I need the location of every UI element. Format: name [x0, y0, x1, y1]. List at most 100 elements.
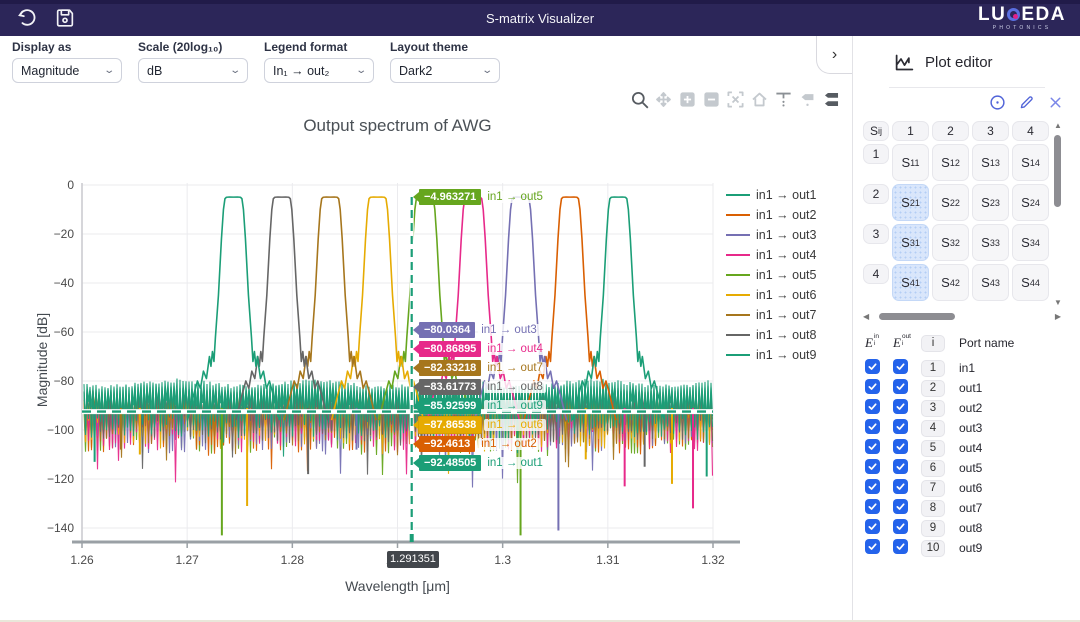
- zoom-out-icon[interactable]: [702, 90, 721, 109]
- svg-text:−100: −100: [47, 423, 74, 437]
- matrix-vertical-scrollbar[interactable]: ▲ ▼: [1053, 121, 1063, 307]
- dropdown-select[interactable]: dB ⌄: [138, 58, 248, 83]
- legend-swatch: [726, 354, 750, 356]
- legend-item[interactable]: in1 → out2: [726, 205, 816, 225]
- ein-checkbox[interactable]: [865, 399, 880, 414]
- legend-item[interactable]: in1 → out9: [726, 345, 816, 365]
- smatrix-cell-S12[interactable]: S 12: [932, 144, 969, 181]
- matrix-col-header-3[interactable]: 3: [972, 121, 1009, 141]
- legend-item[interactable]: in1 → out6: [726, 285, 816, 305]
- smatrix-cell-S13[interactable]: S 13: [972, 144, 1009, 181]
- luceda-c-icon: [1007, 8, 1021, 21]
- smatrix-cell-S44[interactable]: S 44: [1012, 264, 1049, 301]
- edit-pencil-icon[interactable]: [1018, 94, 1035, 111]
- reset-axes-icon[interactable]: [750, 90, 769, 109]
- zoom-icon[interactable]: [630, 90, 649, 109]
- port-name: out8: [959, 521, 983, 535]
- matrix-row-header-3[interactable]: 3: [863, 224, 889, 244]
- ein-checkbox[interactable]: [865, 499, 880, 514]
- eout-checkbox[interactable]: [893, 399, 908, 414]
- smatrix-cell-S22[interactable]: S 22: [932, 184, 969, 221]
- legend-label: in1 → out3: [756, 228, 817, 242]
- dropdown-select[interactable]: Dark2 ⌄: [390, 58, 500, 83]
- ein-checkbox[interactable]: [865, 439, 880, 454]
- port-row: 3 out2: [865, 398, 982, 418]
- svg-text:−140: −140: [47, 521, 74, 535]
- collapse-sidebar-button[interactable]: ›: [816, 36, 852, 74]
- scroll-right-icon[interactable]: ▶: [1054, 312, 1061, 321]
- save-icon[interactable]: [54, 7, 76, 29]
- matrix-row-header-1[interactable]: 1: [863, 144, 889, 164]
- smatrix-cell-S33[interactable]: S 33: [972, 224, 1009, 261]
- eout-checkbox[interactable]: [893, 379, 908, 394]
- legend-item[interactable]: in1 → out4: [726, 245, 816, 265]
- port-index: 3: [921, 399, 945, 417]
- smatrix-cell-S11[interactable]: S 11: [892, 144, 929, 181]
- smatrix-cell-S41[interactable]: S 41: [892, 264, 929, 301]
- smatrix-cell-S42[interactable]: S 42: [932, 264, 969, 301]
- svg-text:1.32: 1.32: [701, 553, 725, 567]
- port-index: 8: [921, 499, 945, 517]
- dropdown-select[interactable]: In₁ → out₂ ⌄: [264, 58, 374, 83]
- legend-item[interactable]: in1 → out3: [726, 225, 816, 245]
- smatrix-cell-S31[interactable]: S 31: [892, 224, 929, 261]
- matrix-col-header-1[interactable]: 1: [892, 121, 929, 141]
- ein-checkbox[interactable]: [865, 539, 880, 554]
- port-index: 2: [921, 379, 945, 397]
- x-axis-title: Wavelength [μm]: [345, 578, 450, 594]
- scroll-left-icon[interactable]: ◀: [863, 312, 870, 321]
- smatrix-cell-S14[interactable]: S 14: [1012, 144, 1049, 181]
- legend-label: in1 → out1: [756, 188, 817, 202]
- smatrix-cell-S34[interactable]: S 34: [1012, 224, 1049, 261]
- matrix-horizontal-scrollbar[interactable]: ◀ ▶: [863, 312, 1061, 322]
- legend-item[interactable]: in1 → out7: [726, 305, 816, 325]
- eout-checkbox[interactable]: [893, 479, 908, 494]
- ein-checkbox[interactable]: [865, 519, 880, 534]
- eout-checkbox[interactable]: [893, 499, 908, 514]
- legend-swatch: [726, 194, 750, 196]
- hover-compare-icon[interactable]: [822, 90, 841, 109]
- eout-checkbox[interactable]: [893, 459, 908, 474]
- ein-checkbox[interactable]: [865, 479, 880, 494]
- legend-item[interactable]: in1 → out8: [726, 325, 816, 345]
- ein-checkbox[interactable]: [865, 459, 880, 474]
- legend-swatch: [726, 254, 750, 256]
- undo-icon[interactable]: [16, 7, 38, 29]
- pan-icon[interactable]: [654, 90, 673, 109]
- port-row: 2 out1: [865, 378, 982, 398]
- hover-closest-icon[interactable]: [798, 90, 817, 109]
- autoscale-icon[interactable]: [726, 90, 745, 109]
- eout-checkbox[interactable]: [893, 519, 908, 534]
- smatrix-cell-S21[interactable]: S 21: [892, 184, 929, 221]
- zoom-in-icon[interactable]: [678, 90, 697, 109]
- eout-checkbox[interactable]: [893, 419, 908, 434]
- control-label: Legend format: [264, 40, 348, 54]
- svg-text:1.28: 1.28: [281, 553, 305, 567]
- matrix-col-header-4[interactable]: 4: [1012, 121, 1049, 141]
- svg-text:1.3: 1.3: [494, 553, 511, 567]
- eout-checkbox[interactable]: [893, 539, 908, 554]
- ein-checkbox[interactable]: [865, 419, 880, 434]
- smatrix-cell-S43[interactable]: S 43: [972, 264, 1009, 301]
- matrix-row-header-2[interactable]: 2: [863, 184, 889, 204]
- info-icon[interactable]: [989, 94, 1006, 111]
- smatrix-cell-S32[interactable]: S 32: [932, 224, 969, 261]
- legend-item[interactable]: in1 → out5: [726, 265, 816, 285]
- legend-item[interactable]: in1 → out1: [726, 185, 816, 205]
- matrix-row-header-4[interactable]: 4: [863, 264, 889, 284]
- scroll-up-icon[interactable]: ▲: [1054, 121, 1062, 130]
- close-icon[interactable]: [1047, 94, 1064, 111]
- ein-checkbox[interactable]: [865, 359, 880, 374]
- dropdown-select[interactable]: Magnitude ⌄: [12, 58, 122, 83]
- scroll-down-icon[interactable]: ▼: [1054, 298, 1062, 307]
- eout-checkbox[interactable]: [893, 439, 908, 454]
- toggle-spikelines-icon[interactable]: [774, 90, 793, 109]
- eout-checkbox[interactable]: [893, 359, 908, 374]
- smatrix-cell-S23[interactable]: S 23: [972, 184, 1009, 221]
- smatrix-cell-S24[interactable]: S 24: [1012, 184, 1049, 221]
- ein-checkbox[interactable]: [865, 379, 880, 394]
- matrix-col-header-2[interactable]: 2: [932, 121, 969, 141]
